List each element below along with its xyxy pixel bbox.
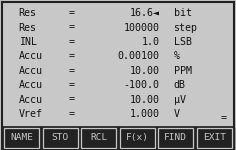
Text: =: = — [221, 113, 227, 123]
Text: =: = — [69, 22, 75, 33]
Text: RCL: RCL — [90, 133, 107, 142]
Text: 0.00100: 0.00100 — [118, 51, 160, 61]
Text: =: = — [69, 66, 75, 76]
Bar — [120, 128, 155, 148]
Text: 1.000: 1.000 — [130, 109, 160, 119]
Text: FIND: FIND — [164, 133, 187, 142]
Text: μV: μV — [173, 94, 185, 105]
Text: -100.0: -100.0 — [124, 80, 160, 90]
Text: F(x): F(x) — [126, 133, 149, 142]
Bar — [158, 128, 193, 148]
Text: V: V — [173, 109, 180, 119]
Text: %: % — [173, 51, 180, 61]
Text: STO: STO — [51, 133, 69, 142]
Text: =: = — [69, 51, 75, 61]
Text: Accu: Accu — [19, 94, 42, 105]
Text: LSB: LSB — [173, 37, 191, 47]
Text: =: = — [69, 94, 75, 105]
Text: Accu: Accu — [19, 66, 42, 76]
Bar — [43, 128, 78, 148]
Text: =: = — [69, 80, 75, 90]
Text: 100000: 100000 — [124, 22, 160, 33]
Text: Res: Res — [19, 22, 37, 33]
Text: step: step — [173, 22, 198, 33]
Text: 16.6◄: 16.6◄ — [130, 8, 160, 18]
Text: =: = — [69, 109, 75, 119]
Text: Res: Res — [19, 8, 37, 18]
Text: NAME: NAME — [10, 133, 33, 142]
Text: EXIT: EXIT — [203, 133, 226, 142]
Text: =: = — [69, 37, 75, 47]
Text: =: = — [69, 8, 75, 18]
Text: bit: bit — [173, 8, 191, 18]
Text: Accu: Accu — [19, 80, 42, 90]
Text: Accu: Accu — [19, 51, 42, 61]
Text: 1.0: 1.0 — [142, 37, 160, 47]
Text: 10.00: 10.00 — [130, 94, 160, 105]
Bar — [197, 128, 232, 148]
Text: dB: dB — [173, 80, 185, 90]
Text: PPM: PPM — [173, 66, 191, 76]
Bar — [2, 127, 234, 148]
Text: INL: INL — [19, 37, 37, 47]
Bar — [4, 128, 39, 148]
Text: Vref: Vref — [19, 109, 42, 119]
Text: 10.00: 10.00 — [130, 66, 160, 76]
Bar — [81, 128, 116, 148]
